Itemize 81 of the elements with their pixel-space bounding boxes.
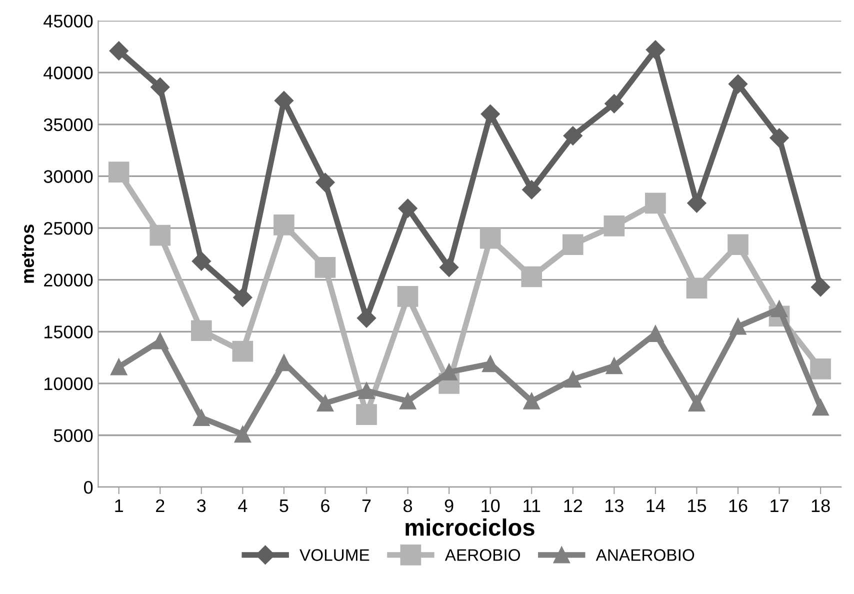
- point: [521, 266, 542, 288]
- x-tick-label: 10: [482, 499, 500, 512]
- point: [193, 409, 210, 426]
- point: [234, 426, 252, 443]
- y-tick-label: 20000: [44, 274, 93, 287]
- point: [274, 91, 294, 110]
- point: [646, 40, 665, 60]
- point: [152, 332, 168, 350]
- x-axis-title: microciclos: [406, 518, 534, 536]
- x-tick-label: 2: [156, 499, 164, 512]
- point: [647, 325, 664, 342]
- x-tick-label: 8: [404, 499, 412, 512]
- point: [523, 392, 540, 410]
- x-tick-label: 3: [197, 499, 206, 512]
- point: [233, 288, 252, 307]
- point: [358, 382, 375, 400]
- point: [356, 308, 376, 328]
- y-tick-label: 25000: [44, 222, 93, 235]
- point: [522, 180, 542, 200]
- legend-label: ANAEROBIO: [596, 549, 694, 561]
- x-tick-label: 15: [688, 500, 706, 512]
- y-tick-label: 5000: [54, 429, 93, 442]
- point: [356, 404, 377, 425]
- point: [480, 104, 500, 124]
- point: [316, 394, 334, 412]
- x-tick-label: 4: [238, 500, 248, 512]
- y-axis-title: metros: [22, 224, 34, 283]
- x-tick-label: 1: [115, 500, 123, 512]
- point: [688, 394, 706, 412]
- x-tick-label: 12: [564, 499, 582, 512]
- y-tick-label: 0: [84, 481, 93, 494]
- point: [562, 234, 584, 256]
- point: [606, 358, 622, 374]
- point: [686, 278, 708, 299]
- point: [563, 126, 582, 146]
- point: [399, 392, 416, 410]
- point: [316, 172, 335, 192]
- x-tick-label: 7: [362, 500, 371, 512]
- point: [645, 192, 666, 214]
- x-tick-label: 11: [524, 500, 540, 512]
- point: [811, 278, 830, 297]
- point: [728, 234, 748, 256]
- point: [314, 256, 336, 278]
- point: [110, 358, 128, 376]
- x-tick-label: 17: [770, 500, 788, 512]
- point: [190, 320, 212, 342]
- y-tick-label: 35000: [44, 118, 93, 132]
- legend-label: VOLUME: [300, 549, 370, 561]
- point: [150, 78, 170, 97]
- point: [192, 252, 211, 271]
- point: [480, 228, 501, 249]
- point: [770, 128, 789, 148]
- point: [440, 258, 459, 277]
- point: [728, 74, 748, 94]
- point: [564, 370, 582, 388]
- x-tick-label: 9: [444, 499, 454, 512]
- x-tick-label: 18: [812, 499, 830, 512]
- point: [108, 162, 130, 182]
- x-tick-label: 14: [646, 500, 665, 512]
- y-tick-label: 45000: [44, 14, 93, 28]
- x-tick-label: 6: [321, 499, 330, 512]
- point: [398, 198, 418, 218]
- point: [150, 224, 171, 246]
- point: [604, 94, 624, 114]
- x-tick-label: 5: [280, 500, 288, 512]
- point: [440, 364, 458, 380]
- y-tick-label: 10000: [44, 377, 93, 390]
- y-tick-label: 40000: [44, 66, 93, 80]
- y-tick-label: 30000: [44, 170, 93, 183]
- point: [397, 286, 418, 307]
- legend-label: AEROBIO: [444, 549, 520, 561]
- point: [604, 216, 625, 236]
- point: [232, 340, 254, 362]
- x-tick-label: 16: [729, 499, 748, 512]
- point: [810, 358, 831, 380]
- y-tick-label: 15000: [44, 326, 93, 338]
- point: [109, 41, 128, 60]
- point: [812, 398, 829, 416]
- point: [730, 318, 746, 335]
- point: [274, 214, 294, 236]
- x-tick-label: 13: [606, 499, 624, 512]
